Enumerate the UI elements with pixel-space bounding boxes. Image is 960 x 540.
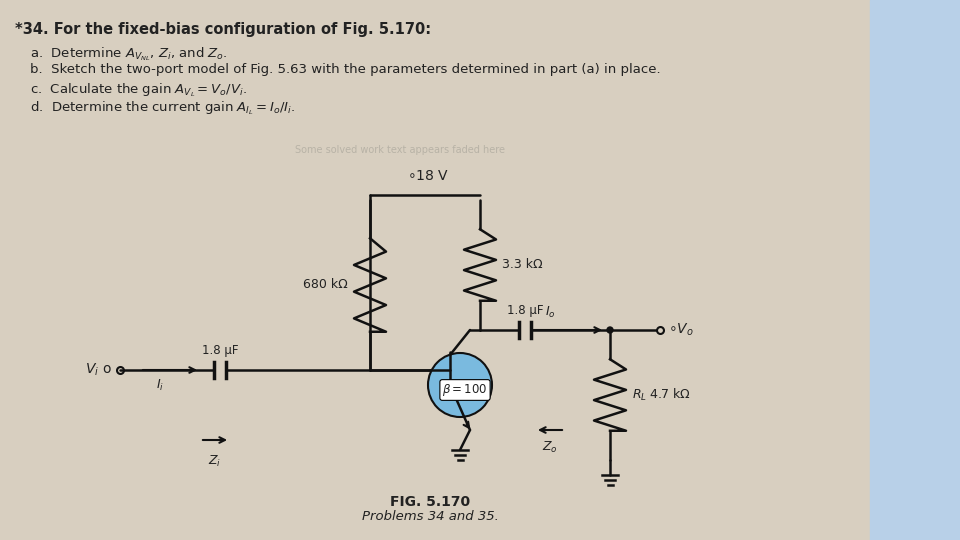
Circle shape bbox=[428, 353, 492, 417]
Text: *34. For the fixed-bias configuration of Fig. 5.170:: *34. For the fixed-bias configuration of… bbox=[15, 22, 431, 37]
Text: $R_L$ 4.7 kΩ: $R_L$ 4.7 kΩ bbox=[632, 387, 691, 403]
Text: b.  Sketch the two-port model of Fig. 5.63 with the parameters determined in par: b. Sketch the two-port model of Fig. 5.6… bbox=[30, 63, 660, 76]
Text: Problems 34 and 35.: Problems 34 and 35. bbox=[362, 510, 498, 523]
Text: Some solved work text appears faded here: Some solved work text appears faded here bbox=[295, 145, 505, 155]
Text: $\circ$18 V: $\circ$18 V bbox=[407, 169, 449, 183]
Text: $Z_o$: $Z_o$ bbox=[542, 440, 558, 455]
Circle shape bbox=[607, 327, 613, 333]
Text: $I_i$: $I_i$ bbox=[156, 377, 164, 393]
Text: d.  Determine the current gain $A_{I_L} = I_o/I_i$.: d. Determine the current gain $A_{I_L} =… bbox=[30, 99, 295, 117]
Text: 1.8 μF: 1.8 μF bbox=[202, 344, 238, 357]
Text: FIG. 5.170: FIG. 5.170 bbox=[390, 495, 470, 509]
Text: $\beta = 100$: $\beta = 100$ bbox=[443, 382, 488, 398]
Text: $Z_i$: $Z_i$ bbox=[208, 454, 222, 469]
Text: c.  Calculate the gain $A_{V_L} = V_o/V_i$.: c. Calculate the gain $A_{V_L} = V_o/V_i… bbox=[30, 81, 247, 99]
Text: $V_i$ o: $V_i$ o bbox=[85, 362, 112, 378]
Text: $\circ V_o$: $\circ V_o$ bbox=[668, 322, 694, 338]
Text: 3.3 kΩ: 3.3 kΩ bbox=[502, 259, 542, 272]
Text: $I_o$: $I_o$ bbox=[544, 305, 555, 320]
Bar bbox=[870, 0, 960, 540]
Text: a.  Determine $A_{V_{NL}}$, $Z_i$, and $Z_o$.: a. Determine $A_{V_{NL}}$, $Z_i$, and $Z… bbox=[30, 45, 228, 63]
Text: 1.8 μF: 1.8 μF bbox=[507, 304, 543, 317]
Text: 680 kΩ: 680 kΩ bbox=[303, 279, 348, 292]
